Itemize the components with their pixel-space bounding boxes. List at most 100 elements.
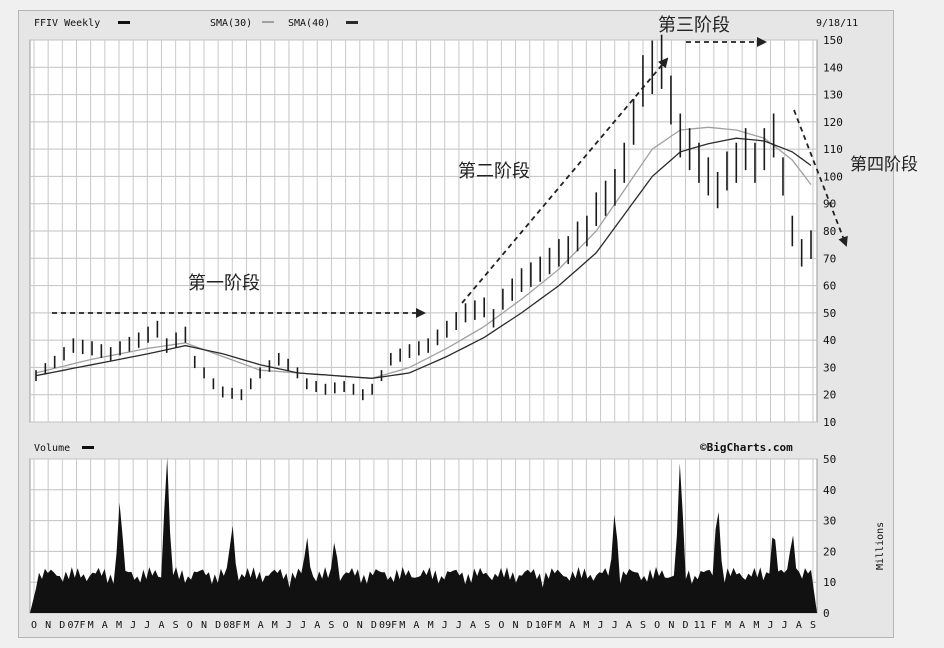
x-tick-label: M — [583, 620, 589, 631]
x-tick-label: A — [739, 620, 745, 631]
x-tick-label: O — [654, 620, 660, 631]
x-tick-label: A — [413, 620, 419, 631]
x-tick-label: N — [513, 620, 519, 631]
x-tick-label: J — [782, 620, 788, 631]
x-tick-label: 08F — [223, 620, 241, 631]
volume-y-tick-label: 20 — [823, 545, 836, 558]
x-tick-label: J — [767, 620, 773, 631]
symbol-label: FFIV Weekly — [34, 18, 100, 29]
volume-bars — [30, 457, 817, 613]
x-tick-label: J — [130, 620, 136, 631]
x-tick-label: J — [456, 620, 462, 631]
sma40-legend-swatch — [346, 21, 358, 24]
x-tick-label: O — [31, 620, 37, 631]
x-tick-label: M — [116, 620, 122, 631]
x-tick-label: O — [498, 620, 504, 631]
price-y-tick-label: 60 — [823, 280, 836, 293]
x-tick-label: J — [442, 620, 448, 631]
x-tick-label: A — [158, 620, 164, 631]
x-tick-label: A — [102, 620, 108, 631]
x-tick-label: J — [598, 620, 604, 631]
x-tick-label: 09F — [379, 620, 397, 631]
price-y-tick-label: 140 — [823, 61, 843, 74]
price-y-tick-label: 150 — [823, 34, 843, 47]
x-tick-label: A — [626, 620, 632, 631]
x-tick-label: 07F — [67, 620, 85, 631]
x-tick-label: M — [88, 620, 94, 631]
price-y-tick-label: 50 — [823, 307, 836, 320]
price-y-tick-label: 70 — [823, 252, 836, 265]
x-tick-label: M — [428, 620, 434, 631]
x-tick-label: D — [371, 620, 377, 631]
x-tick-label: S — [484, 620, 490, 631]
x-tick-label: D — [683, 620, 689, 631]
x-tick-label: N — [357, 620, 363, 631]
x-tick-label: N — [201, 620, 207, 631]
price-bars — [35, 34, 812, 401]
x-tick-label: A — [470, 620, 476, 631]
price-y-tick-label: 100 — [823, 170, 843, 183]
x-tick-label: S — [810, 620, 816, 631]
price-y-tick-label: 110 — [823, 143, 843, 156]
x-tick-label: M — [272, 620, 278, 631]
price-y-tick-label: 120 — [823, 116, 843, 129]
x-tick-label: F — [711, 620, 717, 631]
x-tick-label: M — [555, 620, 561, 631]
x-tick-label: J — [286, 620, 292, 631]
volume-label: Volume — [34, 443, 70, 454]
x-tick-label: S — [173, 620, 179, 631]
stage1-label: 第一阶段 — [188, 273, 260, 294]
stage2-arrow — [461, 57, 669, 304]
volume-header-bar — [30, 439, 890, 455]
stage2-label: 第二阶段 — [458, 161, 530, 182]
price-y-tick-label: 80 — [823, 225, 836, 238]
stage4-arrow — [793, 109, 848, 247]
x-tick-label: D — [215, 620, 221, 631]
x-tick-label: A — [569, 620, 575, 631]
x-tick-label: M — [399, 620, 405, 631]
price-y-tick-label: 130 — [823, 89, 843, 102]
x-tick-label: D — [527, 620, 533, 631]
x-tick-label: J — [144, 620, 150, 631]
sma40-legend-label: SMA(40) — [288, 18, 330, 29]
volume-y-axis: 0 10 20 30 40 50 — [823, 453, 836, 620]
x-tick-label: S — [328, 620, 334, 631]
price-y-tick-label: 20 — [823, 389, 836, 402]
sma30-legend-label: SMA(30) — [210, 18, 252, 29]
x-tick-label: M — [243, 620, 249, 631]
stage3-label: 第三阶段 — [658, 15, 730, 36]
stage4-label: 第四阶段 — [850, 155, 918, 175]
x-tick-label: O — [343, 620, 349, 631]
volume-legend-swatch — [82, 446, 94, 449]
x-tick-label: N — [668, 620, 674, 631]
volume-y-tick-label: 30 — [823, 515, 836, 528]
x-tick-label: M — [725, 620, 731, 631]
x-axis-labels: O N D 07F M A M J J A S O N D 08F M A M J J A S O N D 09F M A M J J A S O… — [31, 620, 816, 631]
price-y-tick-label: 40 — [823, 334, 836, 347]
price-y-tick-label: 30 — [823, 361, 836, 374]
x-tick-label: M — [753, 620, 759, 631]
sma40-line — [35, 137, 812, 379]
volume-y-tick-label: 40 — [823, 484, 836, 497]
x-tick-label: J — [300, 620, 306, 631]
x-tick-label: A — [314, 620, 320, 631]
volume-y-tick-label: 10 — [823, 576, 836, 589]
chart-date: 9/18/11 — [816, 18, 858, 29]
bigcharts-credit: ©BigCharts.com — [700, 441, 793, 454]
volume-unit-label: Millions — [875, 522, 886, 570]
sma30-legend-swatch — [262, 21, 274, 23]
price-y-tick-label: 10 — [823, 416, 836, 429]
volume-y-tick-label: 0 — [823, 607, 830, 620]
x-tick-label: D — [59, 620, 65, 631]
sma30-line — [35, 126, 812, 379]
x-tick-label: S — [640, 620, 646, 631]
x-tick-label: N — [45, 620, 51, 631]
x-tick-label: J — [612, 620, 618, 631]
volume-y-tick-label: 50 — [823, 453, 836, 466]
x-tick-label: 11 — [694, 620, 706, 631]
x-tick-label: 10F — [535, 620, 553, 631]
price-legend-swatch — [118, 21, 130, 24]
x-tick-label: A — [258, 620, 264, 631]
